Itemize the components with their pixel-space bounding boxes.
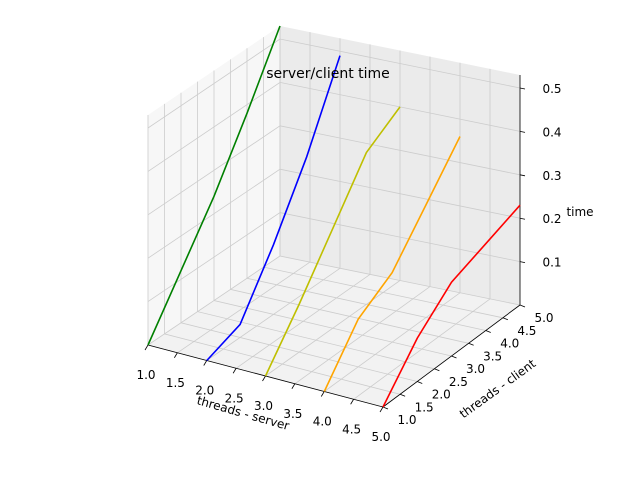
series-line-4 <box>323 136 461 392</box>
y-tick <box>434 368 440 372</box>
y-tick <box>502 317 509 321</box>
z-tick <box>519 217 526 220</box>
z-tick <box>519 174 526 177</box>
x-tick-label: 2.0 <box>195 384 214 398</box>
tick-labels: 1.01.52.02.53.03.54.04.55.01.01.52.02.53… <box>136 82 561 444</box>
x-tick-label: 3.5 <box>283 407 302 421</box>
x-tick <box>144 344 149 351</box>
z-tick-label: 0.2 <box>542 212 561 226</box>
y-grid-line <box>197 81 435 370</box>
z-grid-line <box>147 168 521 259</box>
z-grid-line <box>147 38 521 129</box>
y-tick-label: 5.0 <box>534 311 553 325</box>
x-tick-label: 1.5 <box>166 376 185 390</box>
y-tick-label: 4.0 <box>500 337 519 351</box>
x-tick <box>262 375 266 382</box>
z-tick <box>519 87 526 90</box>
x-tick <box>174 352 178 358</box>
z-tick <box>519 261 526 263</box>
tick-marks <box>144 87 526 413</box>
z-grid-line <box>147 81 521 172</box>
z-axis-label: time <box>566 205 593 219</box>
z-grid-line <box>147 125 521 216</box>
series-line-1 <box>147 25 281 346</box>
y-grid-line <box>213 70 452 357</box>
y-grid-line <box>230 59 469 344</box>
z-tick <box>519 131 526 133</box>
x-tick <box>232 368 237 374</box>
x-tick-label: 2.5 <box>225 391 244 405</box>
y-tick <box>451 355 457 359</box>
y-tick <box>485 330 491 333</box>
z-tick-label: 0.5 <box>542 82 561 96</box>
y-tick-label: 3.5 <box>483 349 502 363</box>
z-grid-line <box>147 212 521 302</box>
y-tick-label: 4.5 <box>517 324 536 338</box>
y-tick-label: 1.5 <box>415 400 434 414</box>
y-tick-label: 3.0 <box>466 362 485 376</box>
series-line-3 <box>264 106 401 377</box>
x-tick <box>320 391 325 397</box>
y-tick-label: 2.5 <box>449 375 468 389</box>
y-tick-label: 2.0 <box>432 388 451 402</box>
x-tick-label: 3.0 <box>254 399 273 413</box>
axis-panes <box>148 26 520 407</box>
z-tick-label: 0.3 <box>542 169 561 183</box>
y-grid-line <box>164 103 401 395</box>
x-tick <box>350 399 354 405</box>
y-tick <box>519 304 526 308</box>
z-tick-label: 0.4 <box>542 125 561 139</box>
y-tick-label: 1.0 <box>397 413 416 427</box>
x-tick-label: 4.5 <box>342 422 361 436</box>
x-tick-label: 1.0 <box>136 368 155 382</box>
y-grid-line <box>279 26 521 306</box>
y-tick <box>417 381 423 384</box>
x-tick <box>291 383 296 389</box>
x-tick <box>203 360 208 366</box>
y-tick <box>382 406 389 410</box>
x-tick-label: 5.0 <box>371 430 390 444</box>
chart-title: server/client time <box>266 66 390 82</box>
z-tick-label: 0.1 <box>542 256 561 270</box>
series-lines <box>147 25 521 408</box>
x-tick <box>379 406 384 413</box>
y-tick <box>468 342 474 346</box>
y-grid-line <box>246 48 486 331</box>
x-tick-label: 4.0 <box>313 415 332 429</box>
series-line-5 <box>382 204 521 408</box>
series-line-2 <box>206 55 341 362</box>
y-tick <box>399 393 406 397</box>
